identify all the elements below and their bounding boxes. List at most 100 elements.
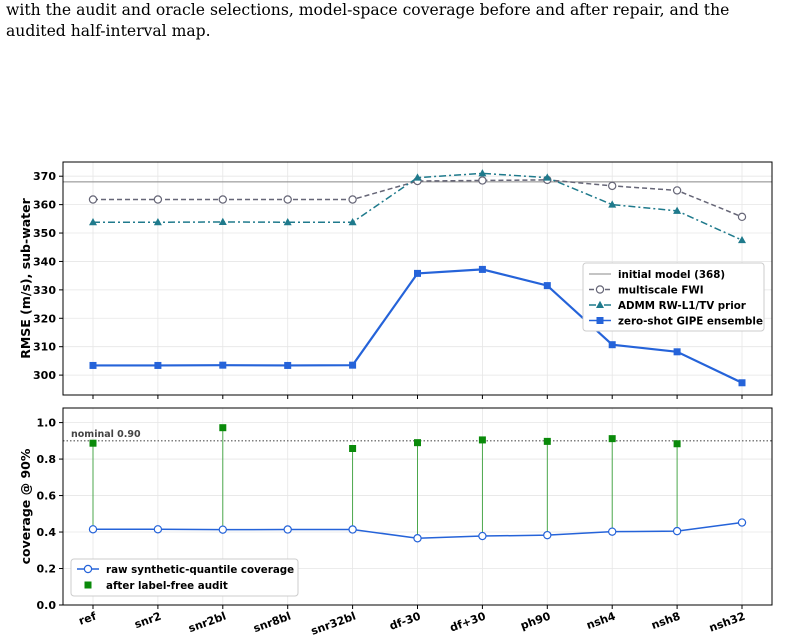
rmse-series-line [93,179,743,218]
rmse-legend-box [582,262,765,332]
rmse-tick-label: 320 [33,312,56,325]
rmse-tick-label: 350 [33,227,56,240]
legend-entry-label: raw synthetic-quantile coverage [106,564,294,576]
legend-marker [596,300,604,308]
legend-entry-label: ADMM RW-L1/TV prior [618,300,747,312]
legend-entry-label: initial model (368) [618,269,725,281]
rmse-data-point [738,235,746,244]
coverage-panel: nominal 0.90 0.0 0.2 0.4 0.6 0.8 1.0 ref snr2 snr… [18,407,773,638]
rmse-data-point [543,173,552,181]
rmse-data-point [88,195,98,204]
rmse-data-point [284,361,292,369]
rmse-series-line [93,172,743,241]
figure-caption: with the audit and oracle selections, mo… [6,0,786,42]
audited-coverage-point [219,424,227,432]
caption-line-1: with the audit and oracle selections, mo… [6,1,730,19]
audited-coverage-point [349,444,357,452]
rmse-data-point [348,195,357,204]
rmse-data-point [478,265,486,273]
legend-marker [596,317,604,324]
x-tick-label: snr32bl [309,610,357,638]
raw-coverage-point [543,530,552,540]
x-tick-label: ph90 [519,609,553,632]
rmse-data-point [478,176,487,185]
x-tick-label: snr2 [133,610,163,632]
rmse-data-point [219,361,227,369]
audited-coverage-point [89,439,97,447]
rmse-data-point [608,181,617,191]
coverage-tick-label: 0.6 [37,490,57,503]
rmse-data-point [413,173,422,181]
coverage-y-axis-label: coverage @ 90% [18,448,33,564]
raw-coverage-point [153,525,163,534]
raw-coverage-point [218,525,227,534]
rmse-tick-label: 330 [33,284,56,297]
rmse-data-point [673,348,681,356]
rmse-data-point [738,379,746,387]
rmse-data-point [608,341,616,349]
raw-coverage-point [88,525,98,534]
rmse-panel: 300 310 320 330 340 350 360 370 RMSE (m/s), sub-… [18,161,773,399]
legend-marker [595,285,605,294]
rmse-tick-label: 340 [33,255,56,268]
raw-coverage-point [283,525,292,534]
audited-coverage-point [673,440,681,448]
coverage-tick-label: 0.4 [37,526,57,539]
coverage-tick-label: 1.0 [37,417,57,430]
coverage-legend: raw synthetic-quantile coverage after lab… [70,558,299,597]
rmse-data-point [737,212,747,222]
raw-coverage-point [348,525,357,534]
rmse-tick-label: 360 [33,199,56,212]
rmse-data-point [218,195,227,204]
legend-entry-label: multiscale FWI [618,285,704,297]
rmse-data-point [349,361,357,369]
legend-entry-label: zero-shot GIPE ensemble [618,316,763,328]
legend-entry-label: after label-free audit [106,580,228,592]
x-tick-label: snr2bl [187,610,228,636]
rmse-y-axis-label: RMSE (m/s), sub-water [18,197,33,358]
rmse-data-point [153,195,163,204]
rmse-data-point [153,218,162,226]
rmse-data-point [608,200,617,208]
caption-line-2: audited half-interval map. [6,22,211,40]
audited-coverage-point [414,439,421,447]
rmse-data-point [154,361,162,369]
raw-coverage-point [737,518,747,527]
coverage-tick-label: 0.0 [37,599,57,612]
raw-coverage-point [608,527,617,536]
rmse-data-point [348,218,357,226]
coverage-tick-label: 0.2 [37,563,57,576]
rmse-data-point [89,218,97,226]
x-tick-label: nsh8 [650,610,683,632]
coverage-tick-label: 0.8 [37,453,57,466]
coverage-legend-box [70,558,299,597]
raw-coverage-point [478,531,487,541]
legend-marker [83,564,93,574]
x-tick-label: snr8bl [252,610,293,636]
rmse-tick-label: 310 [33,341,56,354]
x-tick-label: ref [77,610,98,628]
audited-coverage-point [543,437,551,445]
rmse-data-point [218,217,227,225]
rmse-data-point [672,186,682,195]
rmse-data-point [414,269,421,277]
rmse-tick-label: 300 [33,369,56,382]
x-tick-label: nsh32 [707,610,747,635]
audited-coverage-point [608,435,616,443]
rmse-tick-label: 370 [33,170,56,183]
raw-coverage-point [672,526,682,536]
x-tick-label: df-30 [388,609,423,632]
rmse-data-point [283,195,292,204]
rmse-data-point [673,206,682,214]
rmse-data-point [283,218,292,226]
rmse-data-point [543,282,551,290]
audited-coverage-point [478,436,486,444]
x-tick-label: nsh4 [585,609,618,632]
nominal-label: nominal 0.90 [71,429,141,440]
raw-coverage-point [413,534,422,543]
x-tick-label: df+30 [448,609,488,634]
legend-marker [84,581,92,589]
rmse-legend: initial model (368) multiscale FWI ADMM RW… [582,262,765,332]
rmse-data-point [478,169,487,177]
